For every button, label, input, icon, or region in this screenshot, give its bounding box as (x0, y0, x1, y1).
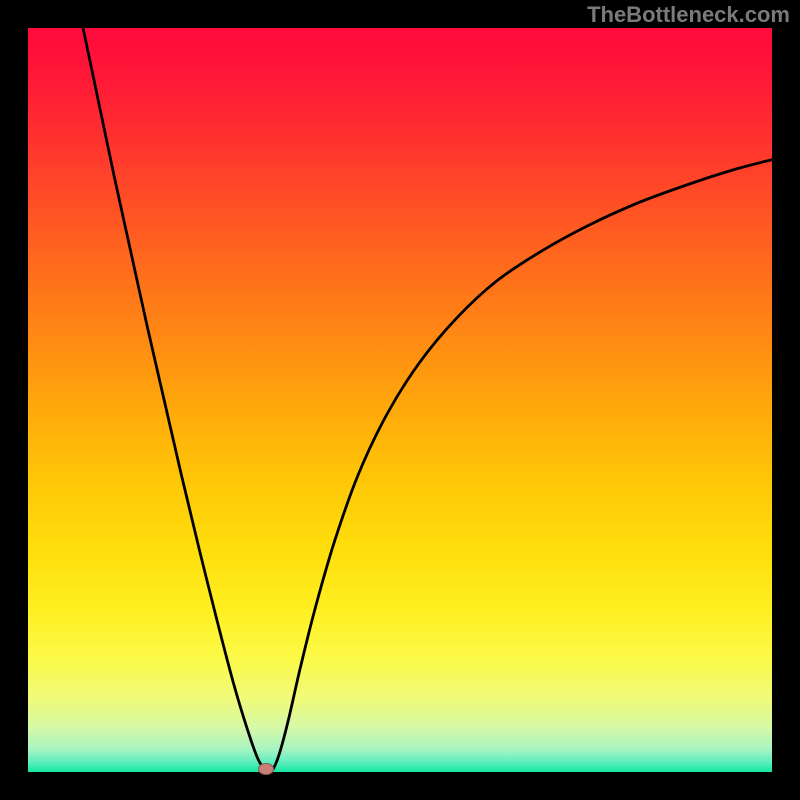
watermark-text: TheBottleneck.com (587, 2, 790, 28)
plot-area (28, 28, 772, 772)
plot-svg (28, 28, 772, 772)
data-marker (258, 763, 274, 775)
chart-container: TheBottleneck.com (0, 0, 800, 800)
